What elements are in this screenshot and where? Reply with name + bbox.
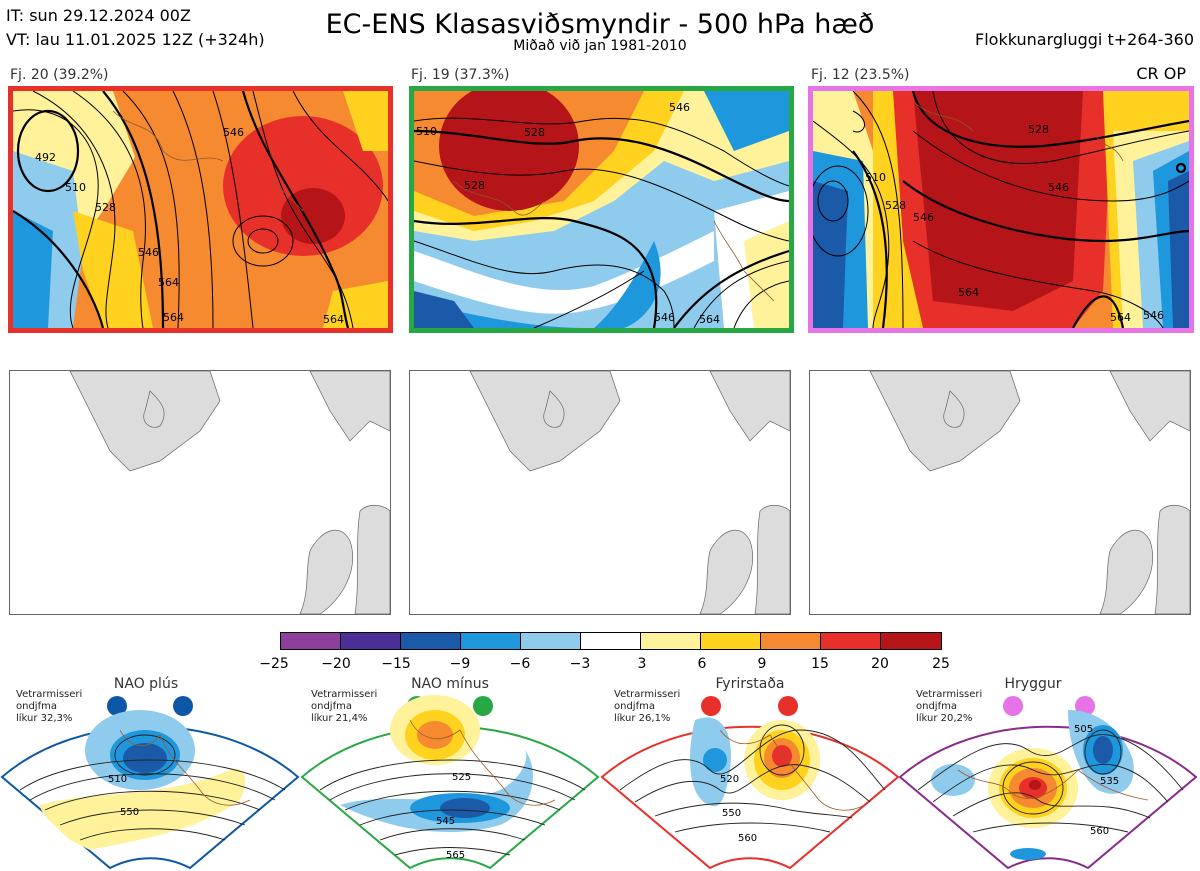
colorbar-tick: 25 [932,656,950,672]
contour-label: 510 [65,181,86,194]
page-title: EC-ENS Klasasviðsmyndir - 500 hPa hæð [325,9,875,40]
colorbar-tick: 15 [811,656,829,672]
classification-window: Flokkunargluggi t+264-360 [975,30,1194,49]
contour-label: 528 [95,201,116,214]
cr-op-legend: CR OP [1136,64,1186,83]
regime-nao-plus-title: NAO plús [113,676,179,692]
regime-nao-minus-text: Vetrarmisseri ondjfma líkur 21,4% [311,689,378,724]
colorbar-tick: −6 [509,656,531,672]
contour-label: 565 [446,850,465,861]
contour-label: 550 [120,807,139,818]
colorbar-bin-3 [400,632,460,650]
colorbar-tick: −15 [381,656,411,672]
regime-nao-plus-text: Vetrarmisseri ondjfma líkur 32,3% [16,689,83,724]
contour-label: 510 [416,125,437,138]
colorbar-tick: 3 [637,656,647,672]
contour-label: 564 [323,313,344,326]
contour-label: 546 [1048,181,1069,194]
contour-label: 546 [1143,309,1164,322]
colorbar-bin-6 [580,632,640,650]
cluster-2-label: Fj. 19 (37.3%) [411,67,510,83]
colorbar-tick: −9 [449,656,471,672]
cluster-3-map: 510 528 546 546 564 564 546 528 [808,86,1194,333]
contour-label: 510 [865,171,886,184]
contour-label: 546 [223,126,244,139]
contour-label: 525 [452,772,471,783]
contour-label: 564 [163,311,184,324]
colorbar-bin-2 [340,632,400,650]
empty-map-3 [809,370,1191,615]
contour-label: 550 [722,808,741,819]
colorbar-tick: 9 [757,656,767,672]
contour-label: 560 [738,833,757,844]
colorbar-bin-9 [760,632,820,650]
contour-label: 510 [108,774,127,785]
empty-map-1 [9,370,391,615]
colorbar-bin-1 [280,632,340,650]
regime-blocking-title: Fyrirstaða [715,676,785,692]
contour-label: 564 [158,276,179,289]
contour-label: 520 [720,774,739,785]
regime-blocking-text: Vetrarmisseri ondjfma líkur 26,1% [614,689,681,724]
contour-label: 545 [436,816,455,827]
cluster-1-map: 492 510 528 546 564 564 546 564 [8,86,393,333]
colorbar-bin-10 [820,632,880,650]
cluster-2-map: 510 528 546 528 546 564 [409,86,794,333]
colorbar-tick: 20 [871,656,889,672]
colorbar-bin-11 [880,632,942,650]
cluster-1-label: Fj. 20 (39.2%) [10,67,109,83]
contour-label: 564 [1110,311,1131,324]
contour-label: 546 [138,246,159,259]
colorbar-bin-5 [520,632,580,650]
cluster-3-label: Fj. 12 (23.5%) [811,67,910,83]
colorbar-tick: −25 [259,656,289,672]
contour-label: 560 [1090,826,1109,837]
colorbar-bin-7 [640,632,700,650]
empty-map-2 [409,370,791,615]
contour-label: 564 [699,313,720,326]
regime-ridge-text: Vetrarmisseri ondjfma líkur 20,2% [916,689,983,724]
colorbar-tick: −3 [569,656,591,672]
init-time: IT: sun 29.12.2024 00Z [6,6,191,25]
contour-label: 528 [885,199,906,212]
regime-nao-minus-map: 525 545 565 [300,695,600,870]
regime-ridge-map: 505 535 560 [898,696,1198,870]
contour-label: 546 [654,311,675,324]
regime-nao-plus-map: 510 550 [0,696,300,870]
regime-ridge-title: Hryggur [1004,676,1062,692]
contour-label: 528 [524,126,545,139]
contour-label: 492 [35,151,56,164]
page-subtitle: Miðað við jan 1981-2010 [513,38,687,54]
contour-label: 546 [913,211,934,224]
contour-label: 564 [958,286,979,299]
contour-label: 528 [1028,123,1049,136]
valid-time: VT: lau 11.01.2025 12Z (+324h) [6,30,265,49]
colorbar-bin-8 [700,632,760,650]
contour-label: 546 [669,101,690,114]
contour-label: 535 [1100,776,1119,787]
regime-blocking-map: 520 550 560 [600,696,900,870]
colorbar-bin-4 [460,632,520,650]
contour-label: 528 [464,179,485,192]
colorbar-tick: −20 [321,656,351,672]
regime-nao-minus-title: NAO mínus [411,676,489,692]
colorbar-tick: 6 [697,656,707,672]
contour-label: 505 [1074,724,1093,735]
